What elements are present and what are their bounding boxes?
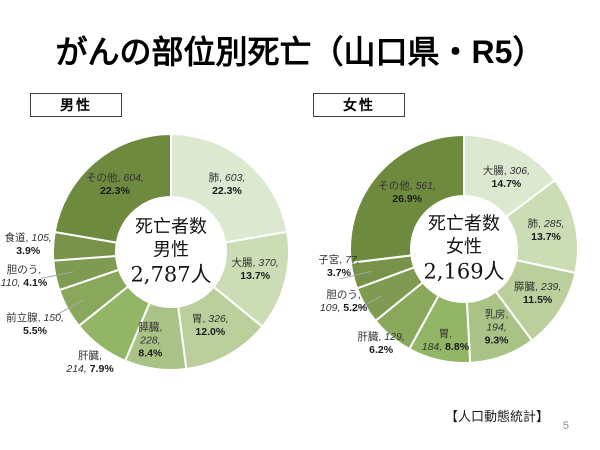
slice-value: 194, [486,321,507,334]
slice-pct: 6.2% [369,344,394,357]
slice-label: 膵臓, 228, 8.4% [138,321,163,360]
female-center-total: 2,169人 [423,259,505,284]
slice-label: 大腸, 370, 13.7% [231,257,279,283]
slice-label: その他, 561, 26.9% [378,180,437,206]
female-chart-label-box: 女性 [313,93,405,117]
slice-pct: 11.5% [523,294,553,307]
female-center-line2: 女性 [446,236,482,258]
slice-label: 肺, 603, 22.3% [208,172,246,198]
slice-pct: 13.7% [240,270,271,283]
slice-label: 大腸, 306, 14.7% [482,164,531,190]
slice-value: 184, [421,340,443,353]
slice-value: 306, [509,164,531,177]
slice-value: 326, [208,313,229,326]
slice-label: 膵臓, 239, 11.5% [514,281,562,307]
slice-pct: 3.9% [16,244,41,257]
female-center-line1: 死亡者数 [428,213,500,235]
leader-line [339,270,372,280]
slice-label: 前立腺, 150, 5.5% [6,312,64,338]
source-note: 【人口動態統計】 [444,409,549,424]
male-center-line2: 男性 [153,239,189,261]
slice-value: 603, [224,172,246,185]
male-chart-label-box: 男性 [30,93,122,117]
slice-pct: 4.1% [23,277,48,290]
male-center-total-label: 死亡者数 男性 2,787人 [86,216,256,289]
donut-svg [339,133,579,364]
slice-value: 129, [384,331,405,344]
slice-value: 109, [319,302,341,315]
slice-value: 604, [123,172,144,185]
female-center-total-label: 死亡者数 女性 2,169人 [379,213,549,286]
male-center-total: 2,787人 [130,262,212,287]
slice-pct: 8.4% [138,347,163,360]
slice-label: 食道, 105, 3.9% [4,231,52,257]
slice-pct: 3.7% [327,267,351,280]
male-center-line1: 死亡者数 [135,216,207,238]
slice-pct: 13.7% [531,230,561,243]
slide-title: がんの部位別死亡（山口県・R5） [55,34,545,70]
slice-value: 228, [140,334,161,347]
leader-line [41,271,74,279]
slice-pct: 7.9% [89,362,114,375]
slice-value: 561, [415,180,437,193]
slice-pct: 22.3% [100,185,130,198]
leader-line [352,295,382,313]
slice-pct: 8.8% [445,340,470,353]
slice-value: 105, [31,231,52,244]
slice-label: 肺, 285, 13.7% [527,217,565,243]
male-chart-label: 男性 [60,97,92,113]
donut-svg [41,132,290,371]
slice-label: 子宮, 77, 3.7% [318,254,360,280]
slice-pct: 9.3% [484,334,509,347]
slice-pct: 12.0% [195,326,226,339]
slice-value: 214, [66,362,87,375]
slice-value: 239, [540,281,562,294]
slice-value: 370, [258,257,279,270]
leader-line [54,299,85,317]
slice-pct: 26.9% [392,193,423,206]
slice-label: 肝臓, 214, 7.9% [66,349,114,375]
slice-label: その他, 604, 22.3% [86,172,144,198]
slice-value: 77, [345,254,360,267]
donut-slice [349,133,465,264]
slice-pct: 5.2% [343,302,368,315]
slice-value: 150, [43,312,64,325]
slice-pct: 14.7% [491,177,522,190]
slice-label: 胆のう, 109, 5.2% [319,289,368,315]
donut-slice [170,132,289,244]
page-number: 5 [562,420,569,432]
slice-pct: 22.3% [212,185,242,198]
slice-value: 110, [0,277,21,290]
slice-label: 乳房, 194, 9.3% [484,308,509,347]
female-donut-chart: 死亡者数 女性 2,169人 大腸, 306, 14.7% 肺, 285, 13.7%… [300,120,600,420]
female-chart-label: 女性 [343,97,375,113]
slice-value: 285, [543,217,565,230]
donut-slice [53,132,172,244]
male-donut-chart: 死亡者数 男性 2,787人 肺, 603, 22.3% 大腸, 370, 13.7%… [0,120,300,420]
slice-label: 胃, 326, 12.0% [191,313,229,339]
slice-label: 肝臓, 129, 6.2% [357,331,405,357]
slice-pct: 5.5% [23,325,47,338]
slice-label: 胆のう, 110, 4.1% [0,264,48,290]
slice-label: 胃, 184, 8.8% [421,327,470,353]
